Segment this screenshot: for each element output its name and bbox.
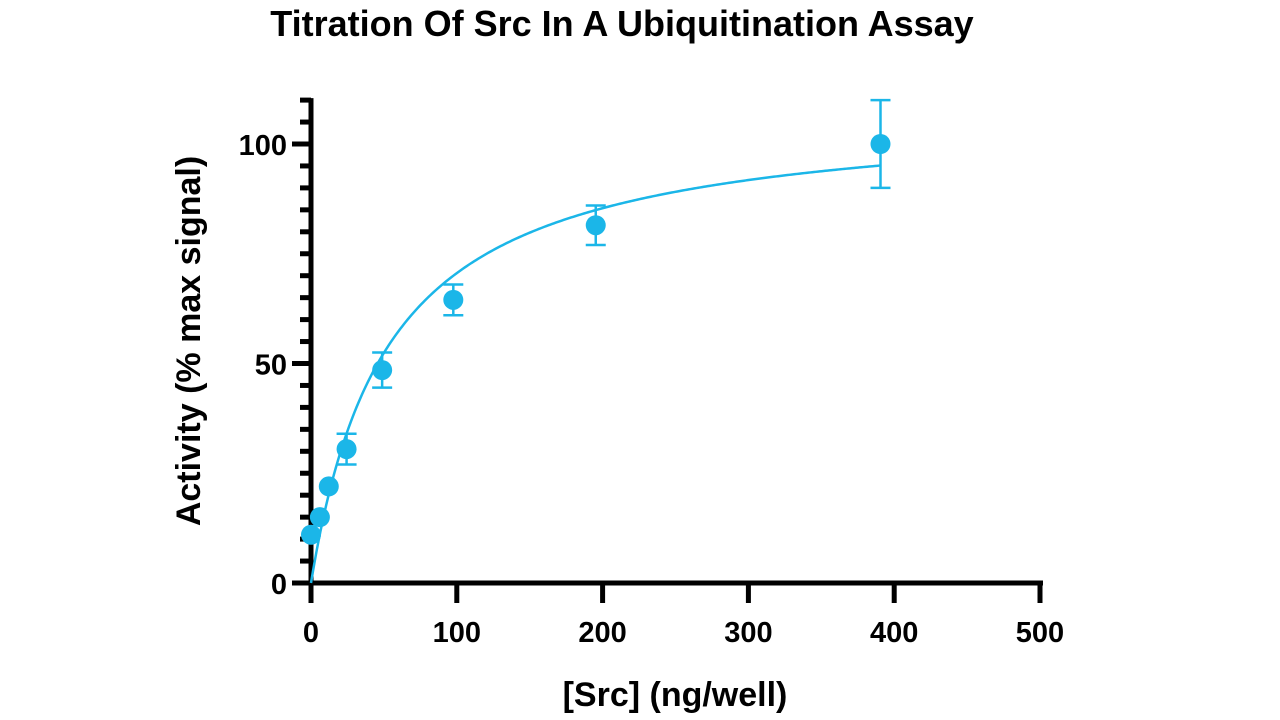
data-point <box>870 134 891 154</box>
y-tick-label: 100 <box>239 130 287 162</box>
x-axis-label: [Src] (ng/well) <box>563 676 788 714</box>
data-point <box>309 507 330 528</box>
x-tick-label: 500 <box>1016 617 1064 649</box>
data-point <box>443 289 464 310</box>
x-tick-label: 400 <box>870 617 918 649</box>
data-point <box>585 215 606 236</box>
data-point-layer <box>301 134 891 545</box>
y-axis-label: Activity (% max signal) <box>170 156 208 526</box>
axes: 0 50 100 0 100 200 300 400 500 <box>239 97 1064 649</box>
y-tick-label: 0 <box>271 569 287 601</box>
chart-title: Titration Of Src In A Ubiquitination Ass… <box>270 3 973 44</box>
x-tick-label: 0 <box>303 617 319 649</box>
x-tick-label: 200 <box>578 617 626 649</box>
x-tick-label: 100 <box>433 617 481 649</box>
data-point <box>301 524 321 545</box>
data-point <box>336 439 357 460</box>
error-bar-layer <box>336 98 891 466</box>
y-tick-label: 50 <box>255 350 287 382</box>
data-point <box>372 360 393 381</box>
data-point <box>318 476 339 497</box>
x-tick-label: 300 <box>724 617 772 649</box>
